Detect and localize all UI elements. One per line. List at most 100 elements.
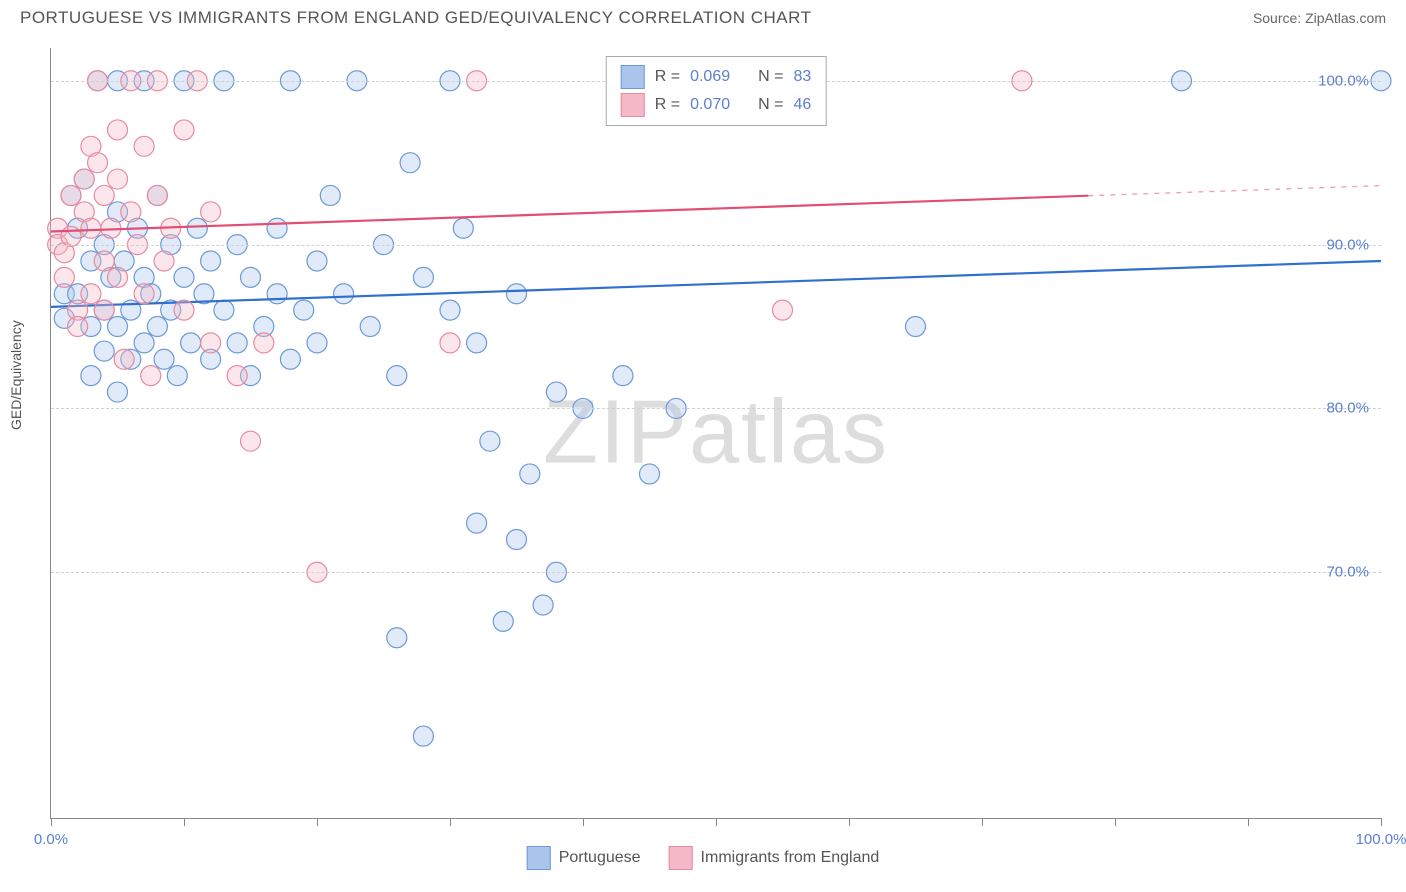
data-point-england [88,153,108,173]
data-point-england [94,300,114,320]
data-point-portuguese [360,317,380,337]
data-point-portuguese [214,300,234,320]
data-point-england [440,333,460,353]
ytick-label: 80.0% [1326,400,1369,417]
swatch-england [621,93,645,117]
data-point-portuguese [201,251,221,271]
data-point-portuguese [147,317,167,337]
xtick [1381,818,1382,826]
xtick [849,818,850,826]
data-point-portuguese [413,726,433,746]
xtick [51,818,52,826]
data-point-portuguese [613,366,633,386]
data-point-england [61,185,81,205]
data-point-england [81,284,101,304]
legend-item-portuguese: Portuguese [527,846,641,870]
data-point-portuguese [507,529,527,549]
legend-stats-row-portuguese: R = 0.069 N = 83 [621,63,812,91]
xtick [1115,818,1116,826]
data-point-england [154,251,174,271]
data-point-portuguese [507,284,527,304]
r-value-portuguese: 0.069 [690,68,730,86]
trend-line-dashed-england [1088,186,1381,196]
data-point-portuguese [906,317,926,337]
data-point-portuguese [174,267,194,287]
data-point-england [201,333,221,353]
data-point-england [241,431,261,451]
data-point-portuguese [320,185,340,205]
data-point-portuguese [453,218,473,238]
data-point-england [114,349,134,369]
xtick [583,818,584,826]
xtick [184,818,185,826]
data-point-england [227,366,247,386]
data-point-portuguese [227,333,247,353]
data-point-england [61,226,81,246]
data-point-england [174,300,194,320]
data-point-portuguese [280,349,300,369]
data-point-portuguese [440,300,460,320]
data-point-portuguese [108,382,128,402]
data-point-portuguese [81,366,101,386]
data-point-england [174,120,194,140]
ytick-label: 100.0% [1318,72,1369,89]
legend-stats-row-england: R = 0.070 N = 46 [621,91,812,119]
data-point-england [201,202,221,222]
data-point-portuguese [154,349,174,369]
ytick-label: 90.0% [1326,236,1369,253]
xtick [317,818,318,826]
data-point-england [68,317,88,337]
n-label: N = [758,68,783,86]
data-point-england [134,136,154,156]
data-point-england [108,267,128,287]
data-point-england [121,202,141,222]
data-point-portuguese [267,218,287,238]
gridline [51,572,1381,573]
chart-plot-area: ZIPatlas R = 0.069 N = 83 R = 0.070 N = … [50,48,1381,819]
data-point-england [147,185,167,205]
data-point-england [74,169,94,189]
data-point-portuguese [307,251,327,271]
data-point-portuguese [108,317,128,337]
n-value-england: 46 [793,96,811,114]
data-point-england [254,333,274,353]
data-point-portuguese [307,333,327,353]
chart-title: PORTUGUESE VS IMMIGRANTS FROM ENGLAND GE… [20,8,812,28]
data-point-portuguese [334,284,354,304]
xtick-label: 0.0% [34,831,68,848]
data-point-england [94,185,114,205]
xtick-label: 100.0% [1356,831,1406,848]
data-point-england [94,251,114,271]
data-point-portuguese [387,366,407,386]
legend-item-england: Immigrants from England [669,846,880,870]
data-point-portuguese [520,464,540,484]
swatch-portuguese [621,65,645,89]
n-value-portuguese: 83 [793,68,811,86]
y-axis-label: GED/Equivalency [8,320,24,430]
legend-bottom: Portuguese Immigrants from England [527,846,880,870]
swatch-portuguese [527,846,551,870]
legend-label-portuguese: Portuguese [559,849,641,867]
data-point-portuguese [413,267,433,287]
data-point-portuguese [493,611,513,631]
data-point-portuguese [640,464,660,484]
data-point-portuguese [94,341,114,361]
data-point-portuguese [294,300,314,320]
legend-label-england: Immigrants from England [701,849,880,867]
r-value-england: 0.070 [690,96,730,114]
data-point-portuguese [167,366,187,386]
data-point-portuguese [546,382,566,402]
data-point-england [141,366,161,386]
data-point-portuguese [134,333,154,353]
gridline [51,245,1381,246]
ytick-label: 70.0% [1326,564,1369,581]
data-point-england [773,300,793,320]
r-label: R = [655,68,680,86]
xtick [982,818,983,826]
data-point-portuguese [467,333,487,353]
legend-stats-box: R = 0.069 N = 83 R = 0.070 N = 46 [606,56,827,126]
xtick [450,818,451,826]
data-point-portuguese [241,267,261,287]
gridline [51,408,1381,409]
data-point-portuguese [387,628,407,648]
